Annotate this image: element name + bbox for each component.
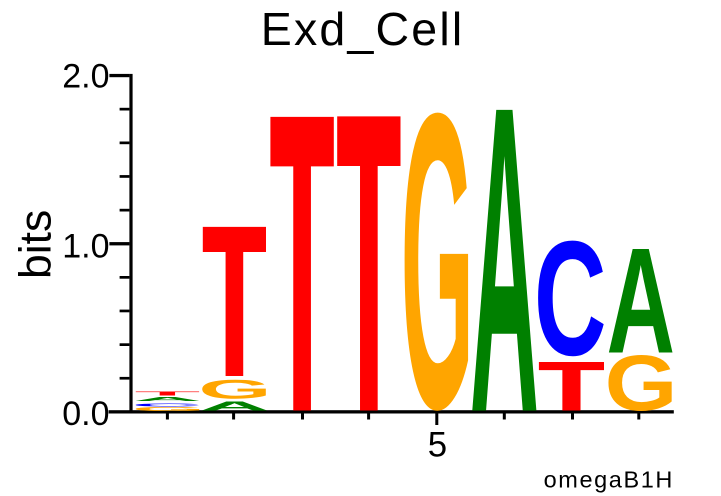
svg-text:5: 5 <box>428 425 447 464</box>
svg-text:Exd_Cell: Exd_Cell <box>261 3 465 55</box>
svg-text:A: A <box>470 17 539 496</box>
svg-text:G: G <box>132 406 205 412</box>
svg-text:1.0: 1.0 <box>62 228 109 266</box>
svg-text:0.0: 0.0 <box>62 395 109 433</box>
svg-text:G: G <box>198 374 271 404</box>
svg-text:A: A <box>200 399 270 413</box>
svg-text:C: C <box>534 206 606 389</box>
svg-text:omegaB1H: omegaB1H <box>544 467 674 493</box>
svg-text:2.0: 2.0 <box>62 57 109 95</box>
svg-text:G: G <box>605 340 678 427</box>
svg-text:T: T <box>135 391 201 397</box>
svg-text:A: A <box>133 396 201 402</box>
svg-text:C: C <box>132 402 202 407</box>
svg-text:A: A <box>607 216 675 385</box>
svg-text:G: G <box>401 26 474 496</box>
svg-text:bits: bits <box>11 210 60 279</box>
